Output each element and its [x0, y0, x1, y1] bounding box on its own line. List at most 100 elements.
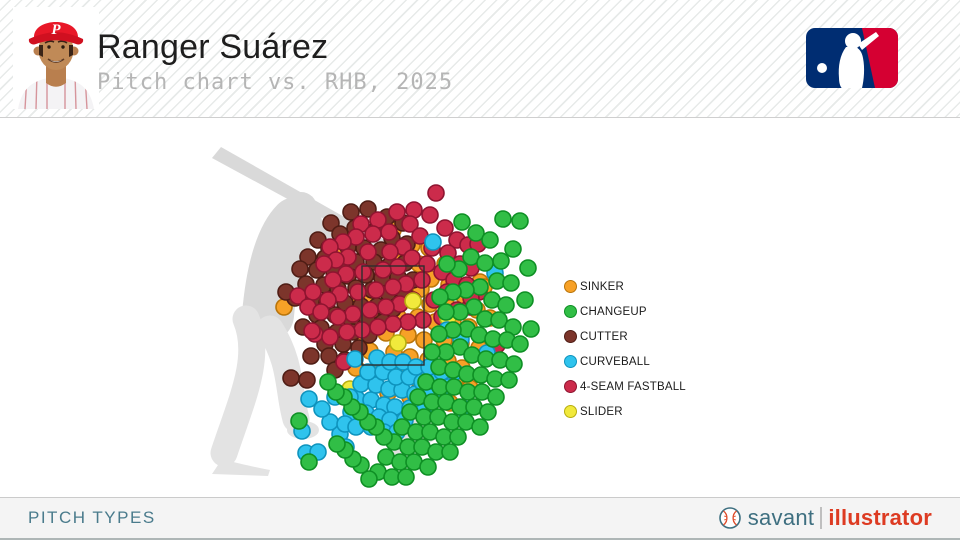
- player-photo: P: [13, 7, 99, 109]
- pitch-dot: [413, 271, 431, 289]
- strike-zone-outline: [361, 265, 425, 366]
- pitch-dot: [354, 263, 372, 281]
- pitch-dot: [487, 388, 505, 406]
- baseball-icon: [718, 507, 741, 529]
- pitch-dot: [360, 470, 378, 488]
- pitch-dot: [500, 371, 518, 389]
- pitch-dot: [338, 323, 356, 341]
- pitch-dot: [389, 258, 407, 276]
- pitch-dot: [290, 412, 308, 430]
- legend-item: SINKER: [564, 274, 686, 299]
- pitch-dot: [364, 225, 382, 243]
- legend-swatch-icon: [564, 330, 577, 343]
- pitch-dot: [502, 274, 520, 292]
- brand-savant-text: savant: [747, 505, 815, 530]
- brand-divider: [820, 507, 823, 529]
- pitch-dot: [437, 303, 455, 321]
- pitch-chart-canvas: [210, 147, 540, 488]
- cap-logo: P: [51, 22, 61, 38]
- page-title: Ranger Suárez: [97, 28, 329, 66]
- legend-label: CHANGEUP: [580, 305, 647, 318]
- pitch-dot: [384, 278, 402, 296]
- pitch-dot: [431, 288, 449, 306]
- pitch-dot: [401, 215, 419, 233]
- pitch-dot: [344, 305, 362, 323]
- title-block: Ranger Suárez Pitch chart vs. RHB, 2025: [97, 30, 453, 94]
- pitch-dot: [304, 283, 322, 301]
- pitch-dot: [388, 203, 406, 221]
- pitch-dot: [291, 260, 309, 278]
- pitch-dot: [377, 298, 395, 316]
- pitch-dot: [479, 403, 497, 421]
- pitch-dot: [397, 468, 415, 486]
- pitch-dot: [430, 325, 448, 343]
- pitch-dot: [418, 255, 436, 273]
- pitch-dot: [381, 243, 399, 261]
- pitch-dot: [505, 355, 523, 373]
- header: P Ranger Suárez Pitch chart vs. RHB, 202…: [0, 0, 960, 118]
- pitch-chart: SINKER CHANGEUP CUTTER CURVEBALL 4-SEAM FAST…: [0, 119, 960, 497]
- pitch-dot: [315, 255, 333, 273]
- legend-item: CHANGEUP: [564, 299, 686, 324]
- pitch-dot: [519, 259, 537, 277]
- pitch-dot: [481, 231, 499, 249]
- pitch-dot: [421, 206, 439, 224]
- legend-item: CUTTER: [564, 324, 686, 349]
- pitch-dot: [359, 363, 377, 381]
- pitch-dot: [300, 453, 318, 471]
- legend-swatch-icon: [564, 305, 577, 318]
- pitch-dot: [349, 283, 367, 301]
- legend-item: 4-SEAM FASTBALL: [564, 374, 686, 399]
- page-subtitle: Pitch chart vs. RHB, 2025: [97, 70, 454, 95]
- brand-logo: savant illustrator: [718, 505, 932, 531]
- legend-swatch-icon: [564, 380, 577, 393]
- legend: SINKER CHANGEUP CUTTER CURVEBALL 4-SEAM FAST…: [564, 274, 686, 424]
- pitch-dot: [369, 318, 387, 336]
- pitch-dot: [404, 292, 422, 310]
- legend-item: CURVEBALL: [564, 349, 686, 374]
- pitch-dot: [359, 243, 377, 261]
- mlb-logo-icon: [806, 28, 898, 88]
- pitch-dot: [384, 315, 402, 333]
- pitch-dot: [359, 200, 377, 218]
- pitch-dot: [453, 213, 471, 231]
- brand-illustrator-text: illustrator: [828, 505, 932, 530]
- pitch-dot: [423, 343, 441, 361]
- pitch-dot: [300, 390, 318, 408]
- pitch-dot: [492, 252, 510, 270]
- pitch-dot: [324, 271, 342, 289]
- pitch-dot: [476, 254, 494, 272]
- pitch-dot: [427, 184, 445, 202]
- pitch-dot: [449, 428, 467, 446]
- pitch-dot: [424, 233, 442, 251]
- footer-section-label: PITCH TYPES: [28, 508, 156, 527]
- pitch-dot: [494, 210, 512, 228]
- legend-label: 4-SEAM FASTBALL: [580, 380, 686, 393]
- pitch-dot: [399, 313, 417, 331]
- pitch-dot: [303, 322, 321, 340]
- legend-label: SLIDER: [580, 405, 623, 418]
- pitch-dot: [516, 291, 534, 309]
- pitch-dot: [374, 261, 392, 279]
- pitch-dot: [329, 308, 347, 326]
- pitch-dot: [511, 335, 529, 353]
- pitch-dot: [328, 435, 346, 453]
- pitch-dot: [436, 219, 454, 237]
- pitch-dot: [367, 281, 385, 299]
- pitch-dot: [522, 320, 540, 338]
- pitch-dot: [319, 373, 337, 391]
- pitch-dot: [361, 301, 379, 319]
- pitch-dot: [511, 212, 529, 230]
- pitch-dot: [380, 223, 398, 241]
- legend-label: CURVEBALL: [580, 355, 650, 368]
- pitch-dot: [438, 255, 456, 273]
- pitch-dot: [321, 328, 339, 346]
- pitch-dot: [471, 418, 489, 436]
- pitch-dot: [346, 350, 364, 368]
- pitch-dot: [313, 400, 331, 418]
- legend-swatch-icon: [564, 405, 577, 418]
- pitch-dot: [497, 296, 515, 314]
- legend-swatch-icon: [564, 280, 577, 293]
- pitch-dot: [389, 334, 407, 352]
- pitch-dot: [302, 347, 320, 365]
